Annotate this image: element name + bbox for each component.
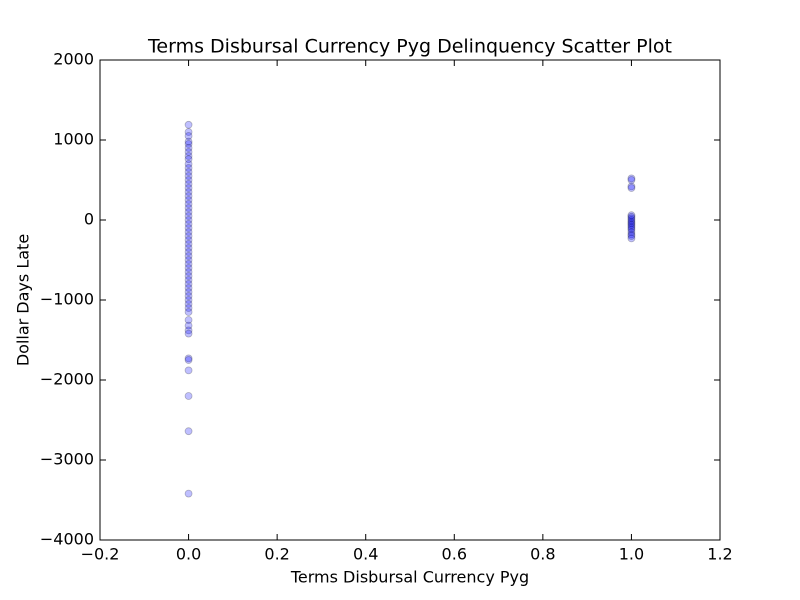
- point: [184, 184, 193, 192]
- x-tick-label: 0.2: [264, 545, 289, 564]
- point: [184, 354, 193, 363]
- point: [184, 208, 193, 216]
- point: [184, 120, 193, 129]
- x-tick-label: 0.6: [442, 545, 467, 564]
- x-tick-label: 0.8: [530, 545, 555, 564]
- point: [627, 220, 636, 229]
- point: [184, 288, 193, 296]
- point: [627, 225, 636, 234]
- point: [184, 308, 193, 316]
- point: [184, 155, 193, 164]
- point: [184, 489, 193, 498]
- point: [184, 252, 193, 260]
- plot-frame: [99, 59, 721, 541]
- x-tick-label: 1.0: [619, 545, 644, 564]
- point: [184, 164, 193, 172]
- y-axis-label: Dollar Days Late: [14, 234, 33, 366]
- point: [627, 176, 636, 184]
- point: [184, 276, 193, 284]
- x-tick-label: 0.0: [176, 545, 201, 564]
- point: [627, 182, 636, 191]
- point: [184, 260, 193, 268]
- chart-title: Terms Disbursal Currency Pyg Delinquency…: [147, 36, 672, 58]
- y-tick-label: −1000: [40, 290, 94, 309]
- point: [184, 236, 193, 244]
- point: [184, 152, 193, 160]
- point: [184, 256, 193, 264]
- point: [184, 316, 193, 324]
- point: [184, 212, 193, 220]
- point: [184, 180, 193, 188]
- point: [184, 168, 193, 176]
- point: [184, 292, 193, 300]
- point: [184, 268, 193, 276]
- point: [184, 200, 193, 208]
- point: [627, 222, 636, 231]
- point: [184, 280, 193, 288]
- y-tick-label: −3000: [40, 450, 94, 469]
- point: [184, 264, 193, 272]
- point: [627, 217, 636, 226]
- x-axis-label: Terms Disbursal Currency Pyg: [290, 568, 529, 587]
- point: [184, 204, 193, 212]
- point: [184, 128, 193, 136]
- point: [184, 300, 193, 308]
- point: [184, 144, 193, 152]
- y-tick-label: 2000: [53, 50, 94, 69]
- point: [627, 211, 636, 220]
- x-tick-label: 0.4: [353, 545, 378, 564]
- point: [184, 148, 193, 156]
- point: [627, 216, 636, 224]
- point: [184, 244, 193, 252]
- y-tick-label: −4000: [40, 530, 94, 549]
- point: [627, 174, 636, 183]
- point: [184, 356, 193, 364]
- point: [184, 192, 193, 200]
- point: [184, 248, 193, 256]
- point: [184, 132, 193, 140]
- point: [627, 228, 636, 236]
- point: [627, 232, 636, 240]
- y-tick-label: 0: [84, 210, 94, 229]
- point: [627, 234, 636, 243]
- point: [184, 296, 193, 304]
- point: [627, 219, 636, 228]
- point: [184, 392, 193, 400]
- point: [627, 224, 636, 232]
- point: [184, 137, 193, 146]
- point: [184, 228, 193, 236]
- x-tick-label: 1.2: [707, 545, 732, 564]
- point: [184, 176, 193, 184]
- point: [184, 304, 193, 312]
- point: [627, 214, 636, 223]
- point: [184, 172, 193, 180]
- point: [184, 366, 193, 375]
- point: [184, 240, 193, 248]
- point: [184, 140, 193, 148]
- point: [184, 326, 193, 335]
- point: [184, 160, 193, 168]
- point: [184, 220, 193, 228]
- point: [184, 224, 193, 232]
- point: [184, 329, 193, 338]
- point: [184, 216, 193, 224]
- point: [184, 188, 193, 196]
- point: [184, 427, 193, 436]
- point: [184, 196, 193, 204]
- y-tick-label: 1000: [53, 130, 94, 149]
- point: [627, 230, 636, 239]
- point: [184, 272, 193, 280]
- x-tick-label: −0.2: [81, 545, 120, 564]
- point: [184, 321, 193, 330]
- point: [184, 232, 193, 240]
- point: [184, 284, 193, 292]
- point: [627, 212, 636, 221]
- point: [627, 184, 636, 192]
- y-tick-label: −2000: [40, 370, 94, 389]
